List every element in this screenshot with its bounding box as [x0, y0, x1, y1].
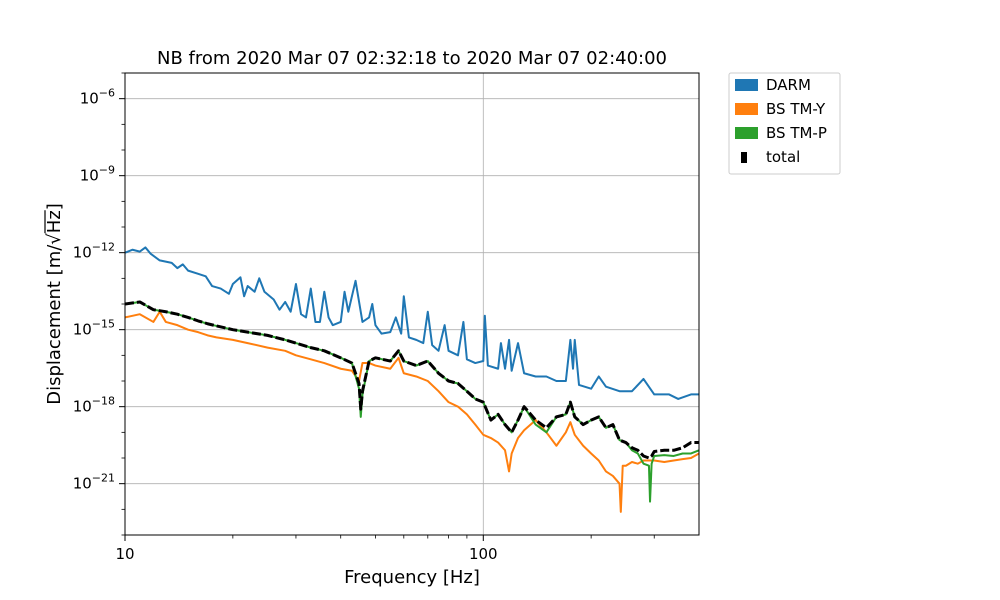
series-line-total — [125, 300, 699, 460]
legend-swatch-bs-tm-y — [735, 103, 758, 115]
grid — [124, 73, 699, 535]
y-tick-label: 10−12 — [73, 241, 115, 262]
legend-label-total: total — [766, 148, 800, 166]
legend-label-bs-tm-y: BS TM-Y — [766, 100, 826, 118]
legend-swatch-bs-tm-p — [735, 127, 758, 139]
legend-label-darm: DARM — [766, 76, 811, 94]
y-tick-label: 10−15 — [73, 318, 115, 339]
y-tick-label: 10−21 — [73, 472, 115, 493]
legend: DARM BS TM-Y BS TM-P total — [728, 72, 841, 175]
legend-frame — [728, 72, 841, 175]
y-axis-label-sqrt-sign: √ — [44, 233, 65, 245]
x-axis-label: Frequency [Hz] — [344, 567, 480, 588]
chart-title: NB from 2020 Mar 07 02:32:18 to 2020 Mar… — [157, 48, 667, 69]
series-line-bs-tm-y — [125, 310, 699, 513]
series-layer — [125, 246, 699, 513]
legend-swatch-darm — [735, 79, 758, 91]
x-tick-label: 100 — [469, 545, 498, 563]
plot-frame — [124, 72, 700, 536]
y-axis-label-sqrt-arg: Hz — [44, 210, 65, 233]
y-tick-label: 10−18 — [73, 395, 115, 416]
series-line-darm — [125, 246, 699, 400]
ticks: 10 100 10−6 10−9 10−12 10−15 10−18 10−21 — [73, 72, 655, 563]
x-tick-label: 10 — [115, 545, 134, 563]
legend-swatch-total — [741, 152, 747, 163]
legend-label-bs-tm-p: BS TM-P — [766, 124, 827, 142]
y-axis-label: Displacement [m/√Hz] — [44, 203, 65, 405]
y-tick-label: 10−9 — [80, 164, 115, 185]
y-axis-label-prefix: Displacement [m/ — [44, 244, 65, 405]
y-tick-label: 10−6 — [80, 87, 115, 108]
y-axis-label-suffix: ] — [44, 203, 65, 210]
series-line-bs-tm-p — [125, 300, 699, 503]
svg-text:Displacement [m/√Hz]: Displacement [m/√Hz] — [44, 203, 65, 405]
